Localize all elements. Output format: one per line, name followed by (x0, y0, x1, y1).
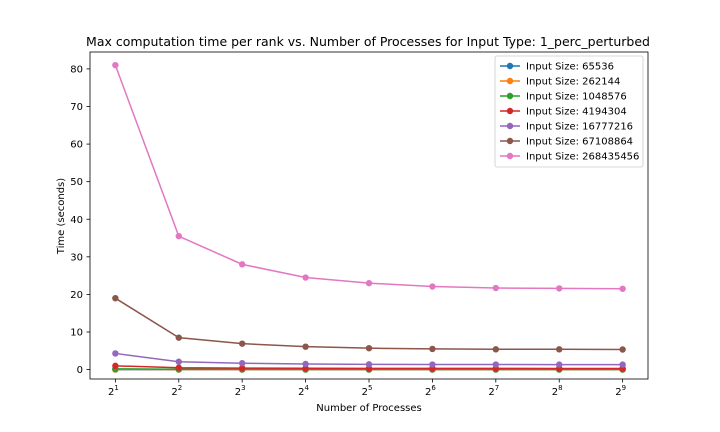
data-point (112, 61, 119, 69)
data-point (429, 283, 436, 290)
data-point (429, 345, 436, 353)
legend-marker (506, 62, 514, 70)
x-tick-label: 28 (552, 384, 563, 398)
legend-marker (506, 77, 514, 85)
data-point (112, 294, 119, 302)
data-point (302, 360, 309, 368)
legend-item: Input Size: 268435456 (500, 152, 639, 163)
y-tick-label: 60 (70, 140, 83, 151)
data-point (619, 346, 626, 353)
series-line (114, 297, 623, 351)
data-point (175, 334, 182, 341)
legend-marker (506, 107, 514, 115)
chart-title: Max computation time per rank vs. Number… (86, 34, 650, 49)
y-tick-label: 70 (70, 102, 83, 113)
y-tick-label: 20 (70, 290, 83, 301)
data-point (238, 340, 246, 347)
data-point (238, 261, 246, 268)
data-point (302, 274, 309, 281)
data-point (365, 279, 373, 287)
legend-label: Input Size: 67108864 (526, 137, 633, 148)
y-tick-label: 30 (70, 252, 83, 263)
legend-marker (506, 137, 514, 145)
legend-label: Input Size: 65536 (526, 62, 614, 73)
legend-label: Input Size: 4194304 (526, 107, 627, 118)
data-point (429, 361, 436, 368)
legend-item: Input Size: 16777216 (500, 122, 633, 133)
legend: Input Size: 65536 Input Size: 262144 Input… (494, 55, 644, 168)
y-axis: 0 10 20 30 40 50 60 70 80 (70, 64, 90, 376)
legend-item: Input Size: 1048576 (500, 92, 627, 103)
legend-label: Input Size: 262144 (526, 77, 620, 88)
x-tick-label: 27 (488, 384, 499, 398)
series-5 (112, 294, 626, 353)
x-tick-label: 29 (615, 384, 626, 398)
legend-item: Input Size: 262144 (500, 77, 620, 88)
data-point (556, 285, 563, 292)
y-tick-label: 50 (70, 177, 83, 188)
y-tick-label: 80 (70, 64, 83, 75)
legend-item: Input Size: 67108864 (500, 137, 633, 148)
series-6 (112, 61, 626, 292)
x-tick-label: 25 (362, 384, 373, 398)
data-point (492, 361, 500, 368)
data-point (112, 350, 119, 357)
series-4 (112, 350, 626, 368)
legend-label: Input Size: 268435456 (526, 152, 639, 163)
data-point (365, 361, 373, 368)
data-point (175, 232, 182, 240)
data-point (238, 364, 246, 372)
data-point (492, 346, 500, 353)
legend-item: Input Size: 4194304 (500, 107, 627, 118)
x-tick-label: 23 (235, 384, 246, 398)
x-axis: 21 22 23 24 25 26 27 28 29 (108, 379, 626, 398)
x-axis-label: Number of Processes (316, 403, 421, 414)
data-point (556, 361, 563, 368)
data-point (175, 358, 182, 365)
legend-marker (506, 92, 514, 100)
data-point (365, 344, 373, 352)
legend-marker (506, 122, 514, 130)
x-tick-label: 21 (108, 384, 119, 398)
data-point (112, 362, 119, 370)
legend-label: Input Size: 1048576 (526, 92, 627, 103)
data-point (175, 364, 182, 371)
legend-item: Input Size: 65536 (500, 62, 614, 73)
x-tick-label: 22 (171, 384, 182, 398)
x-tick-label: 26 (425, 384, 436, 398)
data-point (302, 343, 309, 350)
legend-marker (506, 152, 514, 160)
legend-box (494, 55, 644, 168)
y-tick-label: 10 (70, 328, 83, 339)
data-point (238, 360, 246, 367)
x-tick-label: 24 (298, 384, 309, 398)
y-tick-label: 0 (77, 365, 83, 376)
y-axis-label: Time (seconds) (56, 178, 67, 255)
y-tick-label: 40 (70, 215, 83, 226)
data-point (619, 285, 626, 292)
data-point (556, 346, 563, 353)
plot-area (112, 61, 626, 373)
legend-label: Input Size: 16777216 (526, 122, 633, 133)
data-point (492, 284, 500, 292)
data-point (619, 361, 626, 368)
